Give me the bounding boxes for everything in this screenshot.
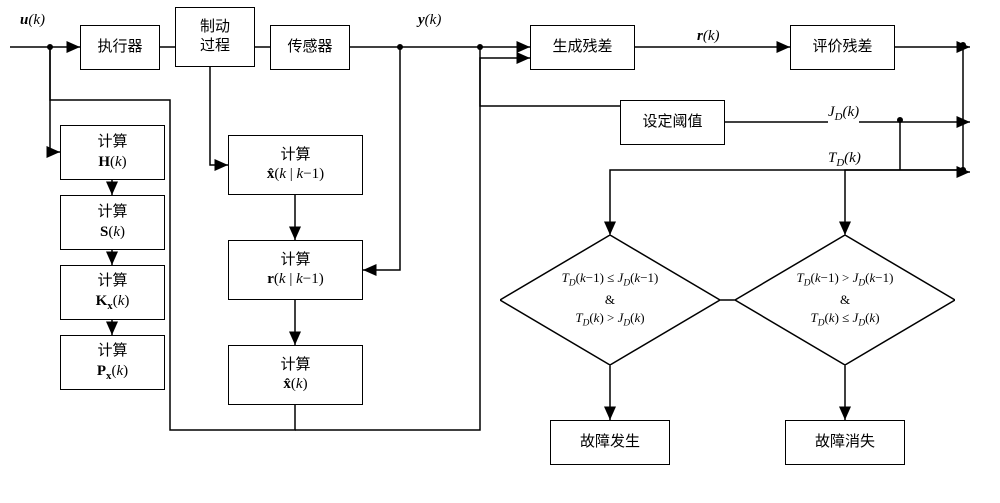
diagram-canvas: 执行器制动过程传感器 生成残差 评价残差设定阈值计算H(k) 计算S(k) 计算Kx(k… xyxy=(0,0,1000,503)
box-fault_occur: 故障发生 xyxy=(550,420,670,465)
label-JD_k: JD(k) xyxy=(828,104,859,123)
box-actuator: 执行器 xyxy=(80,25,160,70)
diamond-cond_gone: TD(k−1) > JD(k−1)&TD(k) ≤ JD(k) xyxy=(735,235,955,365)
box-calc_S: 计算S(k) xyxy=(60,195,165,250)
box-set_thresh: 设定阈值 xyxy=(620,100,725,145)
box-sensor: 传感器 xyxy=(270,25,350,70)
box-calc_H: 计算H(k) xyxy=(60,125,165,180)
box-brake: 制动过程 xyxy=(175,7,255,67)
box-calc_xhat: 计算x̂(k) xyxy=(228,345,363,405)
box-eval_res: 评价残差 xyxy=(790,25,895,70)
label-u_k: u(k) xyxy=(20,12,45,29)
diamond-cond_occur: TD(k−1) ≤ JD(k−1)&TD(k) > JD(k) xyxy=(500,235,720,365)
box-gen_res: 生成残差 xyxy=(530,25,635,70)
label-TD_k: TD(k) xyxy=(828,150,861,169)
box-fault_gone: 故障消失 xyxy=(785,420,905,465)
box-calc_Kx: 计算Kx(k) xyxy=(60,265,165,320)
box-calc_r: 计算r(k | k−1) xyxy=(228,240,363,300)
label-y_k: y(k) xyxy=(418,12,441,29)
label-r_k: r(k) xyxy=(697,28,720,45)
box-calc_Px: 计算Px(k) xyxy=(60,335,165,390)
box-calc_xhat_pred: 计算x̂(k | k−1) xyxy=(228,135,363,195)
